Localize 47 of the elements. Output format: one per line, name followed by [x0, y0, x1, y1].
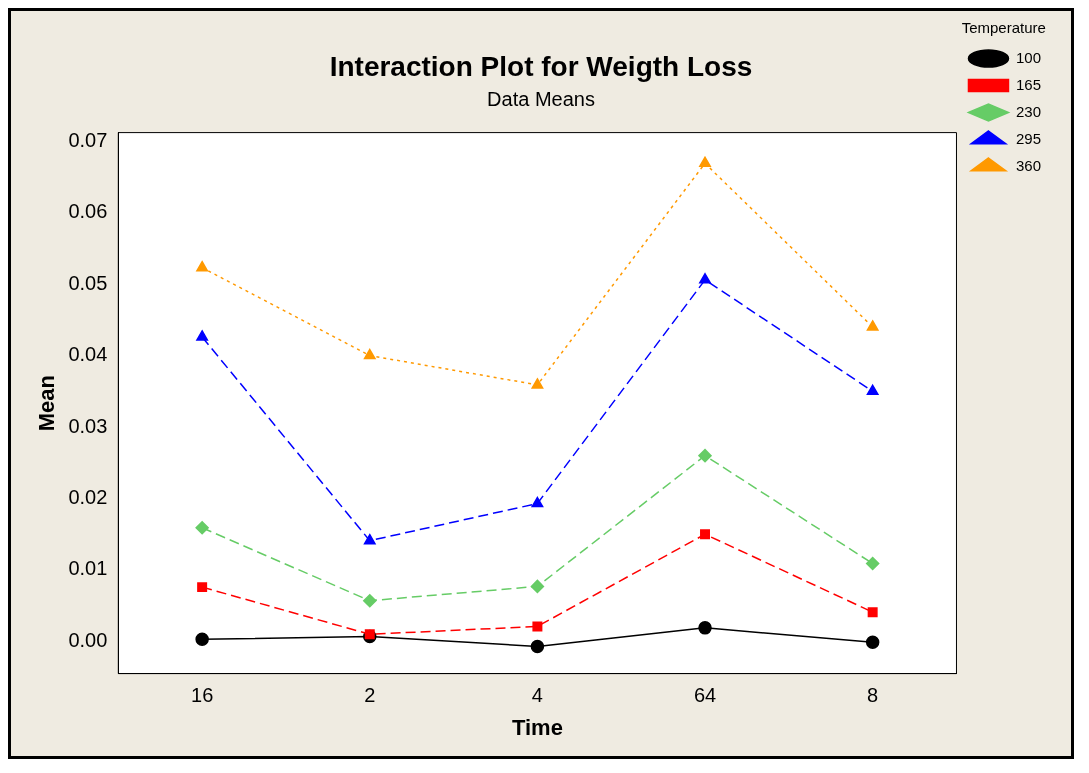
legend-label: 295 — [1015, 129, 1041, 147]
y-tick-label: 0.03 — [68, 414, 108, 437]
point — [531, 378, 544, 389]
point — [530, 639, 545, 654]
y-tick-label: 0.05 — [68, 271, 108, 294]
point — [865, 635, 880, 649]
y-tick-label: 0.01 — [68, 557, 108, 580]
point — [699, 273, 711, 284]
y-tick-label: 0.02 — [68, 486, 108, 509]
point — [195, 632, 209, 647]
point — [196, 260, 209, 272]
point — [867, 607, 878, 618]
x-tick-label: 64 — [693, 684, 717, 707]
point — [699, 156, 711, 168]
point — [196, 330, 209, 341]
legend-label: 360 — [1015, 156, 1041, 174]
point — [532, 621, 543, 632]
y-tick-label: 0.00 — [68, 628, 108, 651]
point — [364, 629, 375, 640]
x-tick-label: 16 — [191, 684, 214, 707]
y-tick-label: 0.07 — [68, 128, 108, 151]
legend-title: Temperature — [961, 18, 1046, 36]
point — [698, 448, 712, 463]
y-tick-label: 0.04 — [68, 343, 108, 366]
point — [700, 529, 711, 540]
legend-label: 100 — [1015, 48, 1041, 66]
chart-title: Interaction Plot for Weigth Loss — [329, 50, 753, 82]
legend-label: 230 — [1015, 102, 1041, 120]
point — [866, 384, 879, 396]
y-tick-label: 0.06 — [68, 200, 108, 223]
point — [530, 579, 545, 594]
x-tick-label: 8 — [867, 684, 879, 707]
point — [197, 582, 208, 593]
point — [531, 496, 544, 508]
point — [363, 533, 376, 545]
chart-subtitle: Data Means — [487, 88, 595, 111]
point — [363, 593, 377, 608]
legend-label: 165 — [1015, 75, 1041, 93]
point — [866, 320, 879, 331]
point — [698, 621, 712, 635]
y-axis-title: Mean — [34, 374, 60, 432]
x-axis-title: Time — [511, 714, 563, 740]
x-tick-label: 4 — [531, 684, 543, 707]
point — [865, 556, 880, 571]
point — [363, 348, 376, 360]
point — [195, 521, 209, 535]
x-tick-label: 2 — [364, 684, 376, 707]
